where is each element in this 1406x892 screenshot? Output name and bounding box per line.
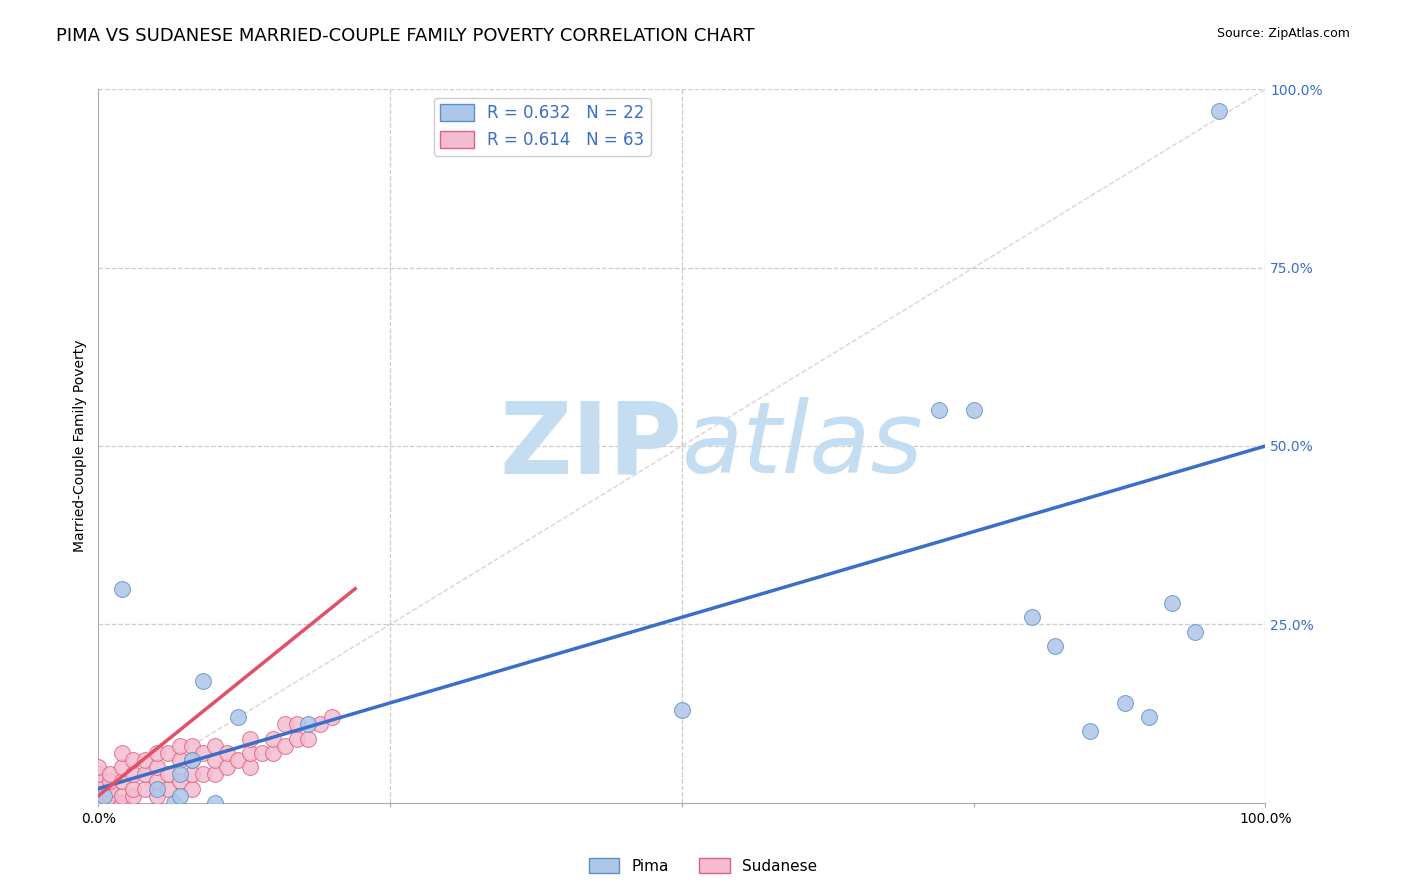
Point [180, 781, 202, 796]
Point [87, 789, 110, 803]
Point [169, 767, 191, 781]
Point [180, 739, 202, 753]
Point [239, 760, 262, 774]
Point [204, 767, 226, 781]
Point [239, 731, 262, 746]
Point [111, 796, 134, 810]
Point [98, 789, 121, 803]
Point [274, 717, 297, 731]
Point [928, 403, 950, 417]
Point [157, 746, 180, 760]
Point [157, 781, 180, 796]
Point [169, 774, 191, 789]
Point [321, 710, 343, 724]
Point [163, 796, 186, 810]
Point [87, 796, 110, 810]
Point [193, 767, 215, 781]
Point [180, 753, 202, 767]
Legend: Pima, Sudanese: Pima, Sudanese [582, 852, 824, 880]
Point [169, 739, 191, 753]
Point [274, 739, 297, 753]
Point [297, 717, 319, 731]
Point [122, 789, 145, 803]
Point [1161, 596, 1184, 610]
Point [1208, 103, 1230, 118]
Point [193, 746, 215, 760]
Point [250, 746, 273, 760]
Point [309, 717, 332, 731]
Point [87, 774, 110, 789]
Point [87, 760, 110, 774]
Text: ZIP: ZIP [499, 398, 682, 494]
Point [93, 789, 115, 803]
Point [204, 753, 226, 767]
Point [180, 767, 202, 781]
Point [98, 774, 121, 789]
Point [98, 767, 121, 781]
Point [134, 781, 156, 796]
Point [169, 753, 191, 767]
Point [1137, 710, 1160, 724]
Point [87, 796, 110, 810]
Point [1114, 696, 1136, 710]
Point [111, 746, 134, 760]
Point [228, 753, 250, 767]
Point [146, 789, 169, 803]
Point [204, 796, 226, 810]
Point [180, 753, 202, 767]
Point [262, 746, 284, 760]
Point [297, 731, 319, 746]
Point [146, 774, 169, 789]
Point [111, 796, 134, 810]
Point [1021, 610, 1043, 624]
Point [122, 767, 145, 781]
Point [215, 760, 238, 774]
Point [87, 796, 110, 810]
Point [1045, 639, 1067, 653]
Legend: R = 0.632   N = 22, R = 0.614   N = 63: R = 0.632 N = 22, R = 0.614 N = 63 [433, 97, 651, 155]
Point [215, 746, 238, 760]
Point [285, 717, 308, 731]
Point [122, 781, 145, 796]
Point [262, 731, 284, 746]
Point [87, 767, 110, 781]
Point [671, 703, 693, 717]
Point [111, 774, 134, 789]
Point [285, 731, 308, 746]
Point [228, 710, 250, 724]
Point [239, 746, 262, 760]
Point [134, 753, 156, 767]
Point [87, 781, 110, 796]
Point [111, 760, 134, 774]
Text: Source: ZipAtlas.com: Source: ZipAtlas.com [1216, 27, 1350, 40]
Point [962, 403, 984, 417]
Point [122, 753, 145, 767]
Point [146, 760, 169, 774]
Point [111, 582, 134, 596]
Point [134, 767, 156, 781]
Point [87, 789, 110, 803]
Point [1184, 624, 1206, 639]
Point [193, 674, 215, 689]
Point [87, 796, 110, 810]
Point [1080, 724, 1102, 739]
Point [111, 789, 134, 803]
Point [98, 781, 121, 796]
Point [169, 789, 191, 803]
Y-axis label: Married-Couple Family Poverty: Married-Couple Family Poverty [73, 340, 87, 552]
Text: PIMA VS SUDANESE MARRIED-COUPLE FAMILY POVERTY CORRELATION CHART: PIMA VS SUDANESE MARRIED-COUPLE FAMILY P… [56, 27, 755, 45]
Text: atlas: atlas [682, 398, 924, 494]
Point [98, 796, 121, 810]
Point [157, 767, 180, 781]
Point [146, 746, 169, 760]
Point [146, 781, 169, 796]
Point [204, 739, 226, 753]
